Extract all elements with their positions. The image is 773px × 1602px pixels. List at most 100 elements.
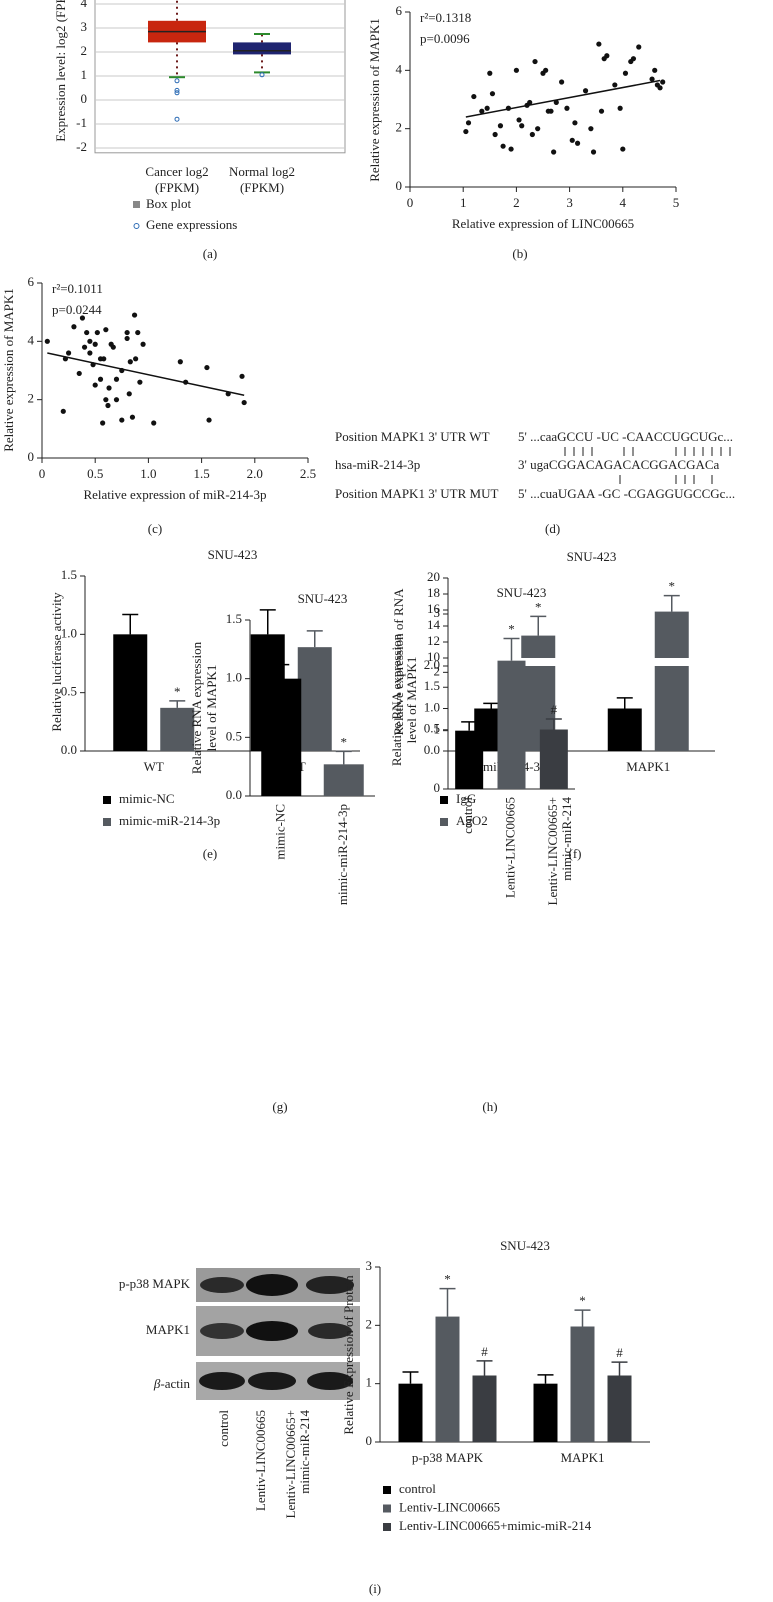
blot-band (308, 1323, 352, 1339)
point (105, 402, 111, 409)
point (572, 120, 578, 126)
y-tick-label: 1.5 (226, 611, 242, 626)
chart-title: SNU-423 (500, 1238, 550, 1253)
x-tick-label: mimic-NC (272, 804, 287, 860)
point (119, 417, 125, 423)
y-tick-label: -2 (76, 139, 87, 154)
point (652, 67, 658, 73)
point (489, 91, 496, 97)
significance: * (535, 599, 542, 614)
x-tick-label: MAPK1 (626, 759, 670, 774)
point (129, 414, 136, 420)
bar (570, 1326, 595, 1442)
bar (472, 1375, 497, 1442)
y-tick-label: 0.0 (226, 787, 242, 802)
pairing-marks (564, 447, 731, 484)
x-tick-label: 0 (407, 195, 414, 210)
point (657, 85, 663, 91)
point (564, 105, 570, 111)
y-tick-label: 0 (396, 178, 403, 193)
panel-label: (e) (203, 846, 217, 861)
band-label: β-actin (153, 1376, 191, 1391)
y-tick-label: 0.5 (61, 684, 77, 699)
point (598, 108, 605, 114)
alignment-row-name: Position MAPK1 3' UTR MUT (335, 486, 498, 501)
x-tick-label: 1.5 (193, 466, 209, 481)
point (590, 149, 597, 155)
y-tick-label: 3 (366, 1258, 373, 1273)
lane-label: Lentiv-LINC00665+mimic-miR-214 (283, 1410, 312, 1519)
y-tick-label: 4 (396, 61, 403, 76)
bar (521, 635, 556, 658)
y-tick-label: 0 (366, 1433, 373, 1448)
point (519, 123, 525, 129)
point (87, 350, 93, 356)
point (463, 128, 469, 135)
y-tick-label: 2 (28, 391, 35, 406)
point (553, 99, 559, 106)
point (127, 359, 133, 365)
point (487, 70, 493, 76)
blot-band (199, 1372, 245, 1390)
x-tick-label: 1 (460, 195, 467, 210)
panel-label: (f) (569, 846, 582, 861)
point (660, 79, 666, 85)
point (135, 329, 141, 336)
point (66, 350, 72, 356)
bar (654, 611, 689, 658)
blot-band (306, 1276, 354, 1294)
error-bar (335, 750, 352, 765)
point (103, 327, 109, 333)
legend-swatch (440, 796, 448, 804)
point (532, 58, 538, 65)
point (492, 131, 498, 138)
y-tick-label: 14 (427, 617, 441, 632)
outlier (174, 78, 180, 84)
point (588, 126, 594, 132)
alignment-sequence: 5' ...cuaUGAA -GC -CGAGGUGCCGc... (518, 486, 735, 501)
error-bar (402, 1371, 419, 1384)
point (113, 376, 120, 382)
error-bar (611, 1361, 628, 1376)
point (110, 344, 116, 350)
point (622, 70, 629, 76)
y-tick-label: 1.0 (226, 670, 242, 685)
bar (497, 660, 526, 789)
alignment-sequence: 5' ...caaGCCU -UC -CAACCUGCUGc... (518, 429, 733, 444)
y-tick-label: 20 (427, 569, 440, 584)
bar (113, 634, 148, 751)
bar (539, 729, 568, 789)
point (79, 315, 86, 321)
outlier (259, 72, 265, 78)
y-tick-label: 0 (81, 91, 88, 106)
legend-label: AgO2 (456, 813, 488, 828)
outlier (174, 90, 180, 96)
point (569, 137, 575, 143)
legend-label: IgG (456, 791, 476, 806)
y-tick-label: 1.0 (424, 699, 440, 714)
annotation: r²=0.1318 (420, 10, 471, 25)
error-bar (483, 702, 500, 709)
point (551, 149, 557, 155)
y-tick-label: -1 (76, 115, 87, 130)
point (97, 376, 104, 382)
point (106, 385, 112, 391)
x-tick-label: 2.5 (300, 466, 316, 481)
legend-swatch (383, 1486, 391, 1494)
alignment-panel: Position MAPK1 3' UTR WT 5' ...caaGCCU -… (335, 429, 735, 536)
point (140, 341, 146, 347)
legend-swatch (103, 818, 111, 826)
bar (435, 1316, 460, 1442)
chart-title: SNU-423 (208, 547, 258, 562)
error-bar (273, 663, 290, 679)
point (559, 79, 565, 85)
error-bar (503, 637, 520, 661)
legend-swatch (383, 1504, 391, 1513)
legend-label: Gene expressions (146, 217, 237, 232)
point (92, 341, 98, 347)
error-bar (537, 1374, 554, 1384)
y-tick-label: 0 (434, 780, 441, 795)
x-tick-label: 3 (566, 195, 573, 210)
y-axis-label: Relative RNA expressionlevel of MAPK1 (389, 633, 419, 766)
